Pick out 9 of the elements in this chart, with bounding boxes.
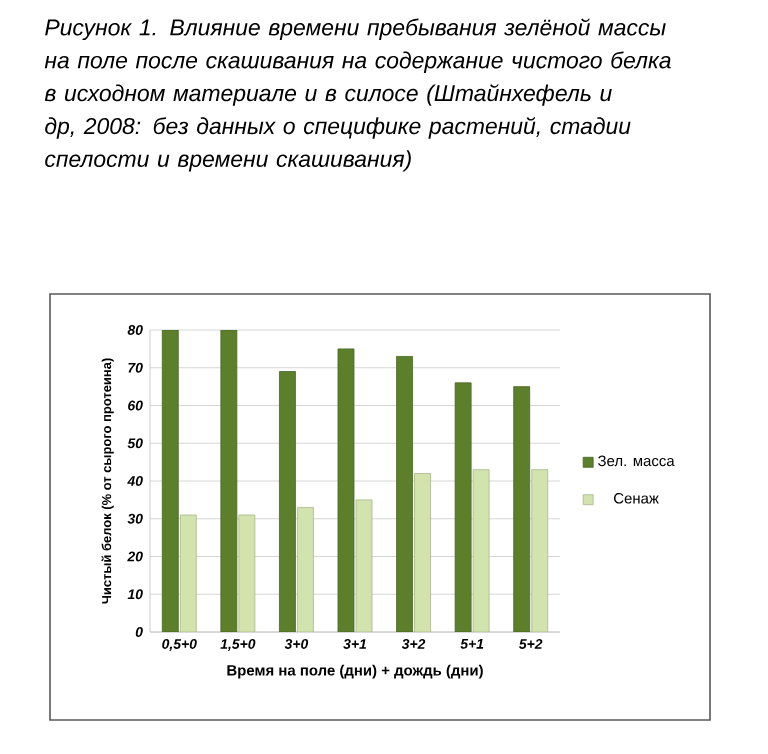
bar bbox=[414, 473, 431, 632]
bar bbox=[531, 469, 549, 632]
bar bbox=[513, 386, 531, 632]
bar bbox=[161, 330, 179, 632]
bar bbox=[179, 514, 197, 632]
bar bbox=[279, 371, 296, 632]
bar bbox=[396, 356, 413, 632]
chart-title: Рисунок 1. Влияние времени пребывания зелёной массы на поле после скашивания на содержание чистого белка в исходном материале и в силосе (Штайнхефель и др, 2008: без данных о специфике растений, стадии спелости и времени скашивания) bbox=[44, 18, 671, 172]
bar bbox=[297, 507, 314, 632]
